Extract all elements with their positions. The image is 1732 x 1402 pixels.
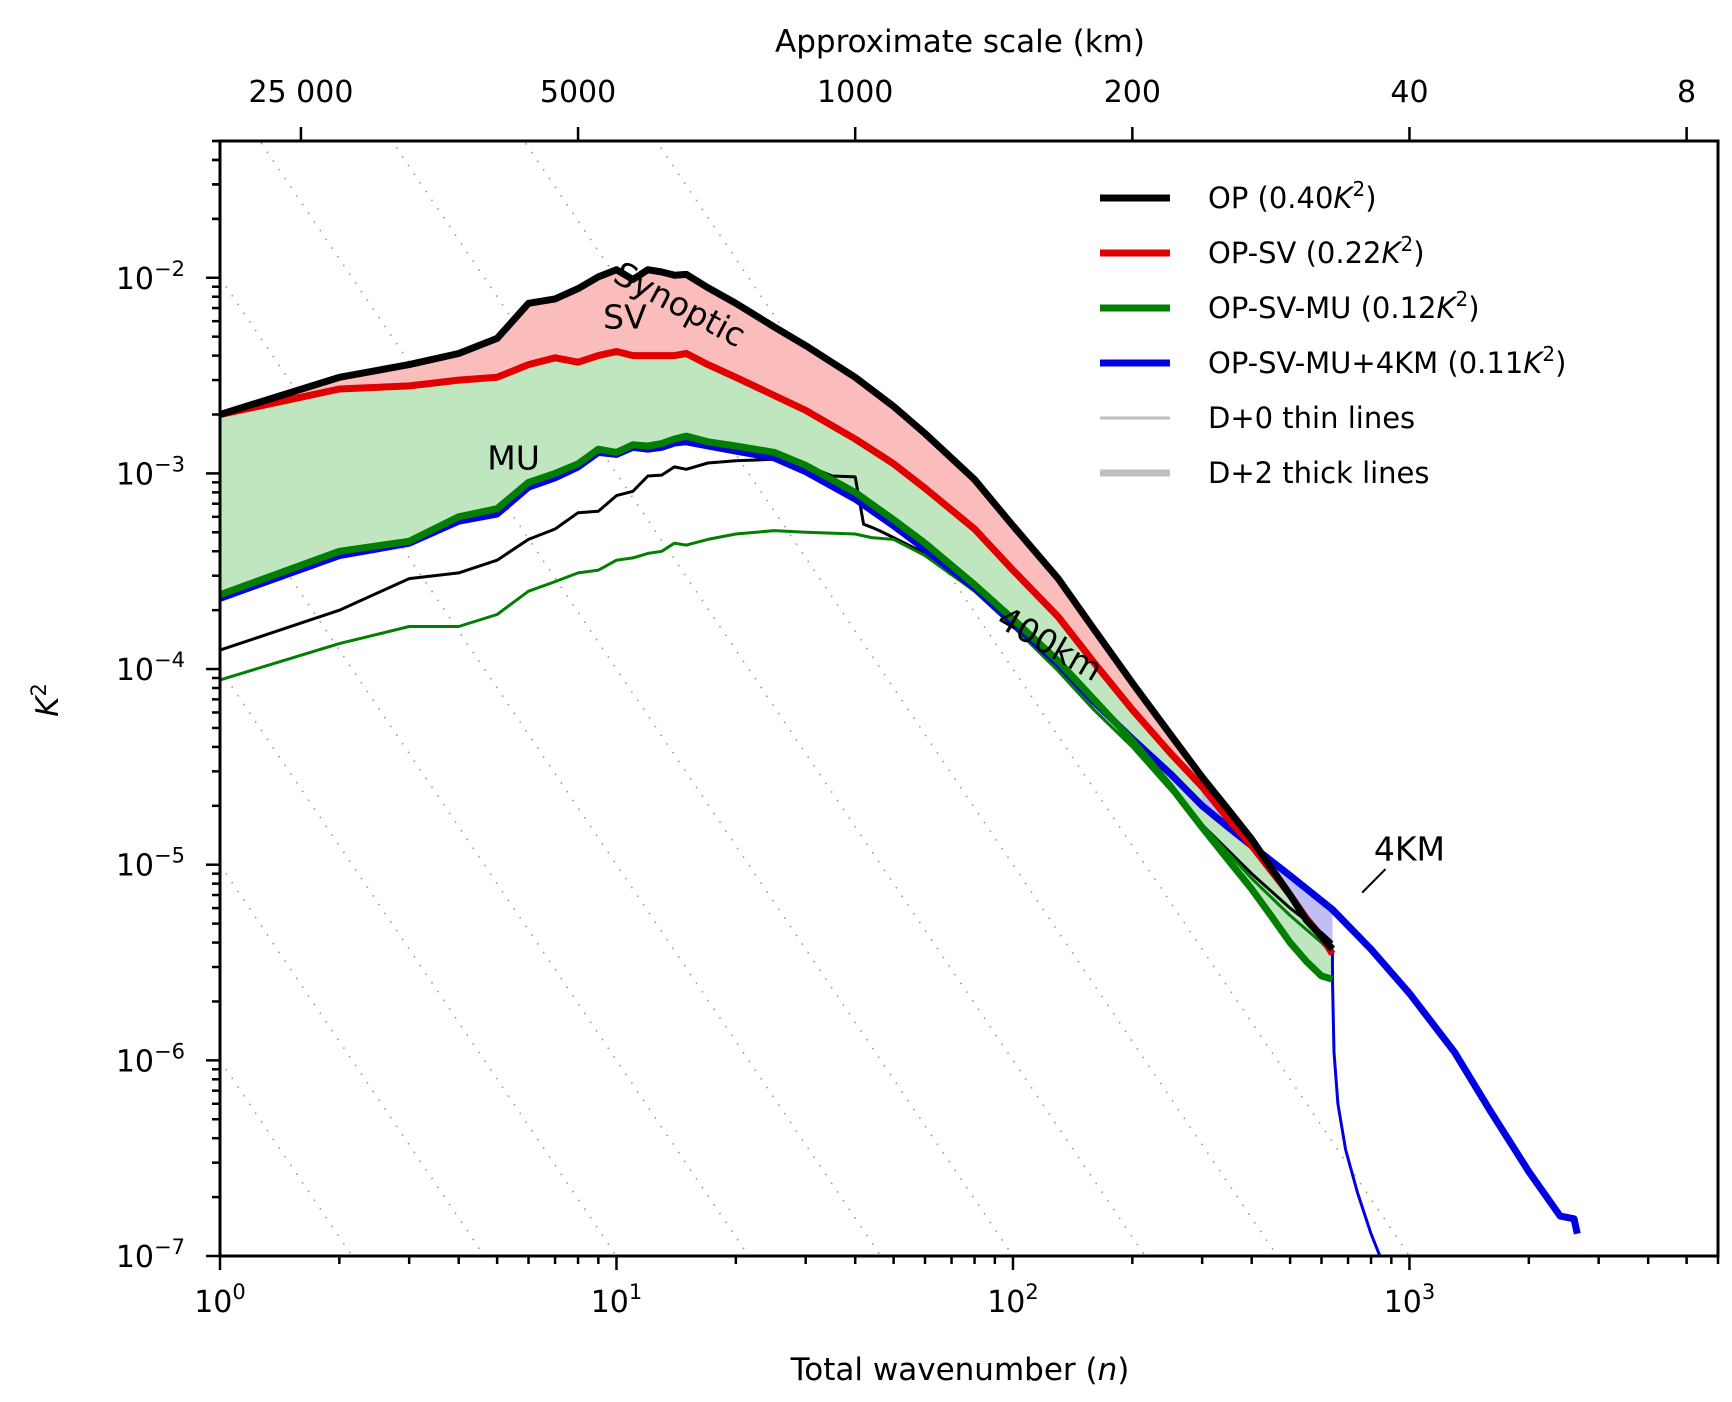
top-axis-title: Approximate scale (km) [775,24,1145,60]
plot-frame [218,139,1720,1258]
reference-line [523,141,1279,1256]
axis-ticks: 100 101 102 103 10−2 10−3 10−4 10−5 10−6 10−7 25 0… [116,75,1720,1320]
reference-line [220,668,618,1256]
x-tick-label: 102 [987,1280,1039,1320]
series-op-sv-d-2 [220,348,1336,956]
x-tick-label: 103 [1384,1280,1436,1320]
plot-border [218,139,1720,1258]
reference-slope-lines [220,141,1411,1256]
reference-line [220,864,486,1256]
top-tick-label: 5000 [540,75,616,110]
reference-line [655,141,1411,1256]
legend-label: OP-SV-MU+4KM (0.11K2) [1208,342,1566,380]
legend-label: D+0 thin lines [1208,401,1415,435]
annotation-4km-leader [1361,868,1387,894]
y-tick-label: 10−4 [116,648,185,688]
reference-line [390,141,1147,1256]
series-op-sv-mu-d-2 [220,432,1334,983]
y-tick-label: 10−3 [116,452,185,492]
legend-label: OP (0.40K2) [1208,177,1377,215]
reference-line [220,472,750,1256]
legend-label: OP-SV (0.22K2) [1208,232,1425,270]
y-tick-label: 10−5 [116,844,185,884]
legend-label: OP-SV-MU (0.12K2) [1208,287,1480,325]
legend-label: D+2 thick lines [1208,456,1430,490]
annotation-sv: SV [603,298,647,337]
top-tick-label: 40 [1390,75,1428,110]
x-axis-title: Total wavenumber (n) [790,1352,1130,1388]
x-tick-label: 101 [591,1280,643,1320]
x-tick-label: 100 [194,1280,246,1320]
reference-line [258,141,1014,1256]
series-op-d-2 [220,266,1336,952]
y-tick-label: 10−6 [116,1039,185,1079]
top-tick-label: 8 [1677,75,1696,110]
annotation-mu: MU [487,438,540,477]
top-tick-label: 200 [1104,75,1161,110]
y-tick-label: 10−7 [116,1235,185,1275]
y-tick-label: 10−2 [116,257,185,297]
series-lines [220,266,1581,1256]
top-tick-label: 25 000 [248,75,353,110]
y-axis-title: K2 [27,683,66,717]
fill-regions [220,269,1333,980]
top-tick-label: 1000 [817,75,893,110]
annotation-4km: 4KM [1374,830,1445,869]
fill-sv [220,269,1333,954]
series-op-sv-mu-4km-d-0 [1330,951,1382,1256]
legend: OP (0.40K2) OP-SV (0.22K2) OP-SV-MU (0.12K… [1100,177,1566,490]
fill-mu [220,351,1333,980]
